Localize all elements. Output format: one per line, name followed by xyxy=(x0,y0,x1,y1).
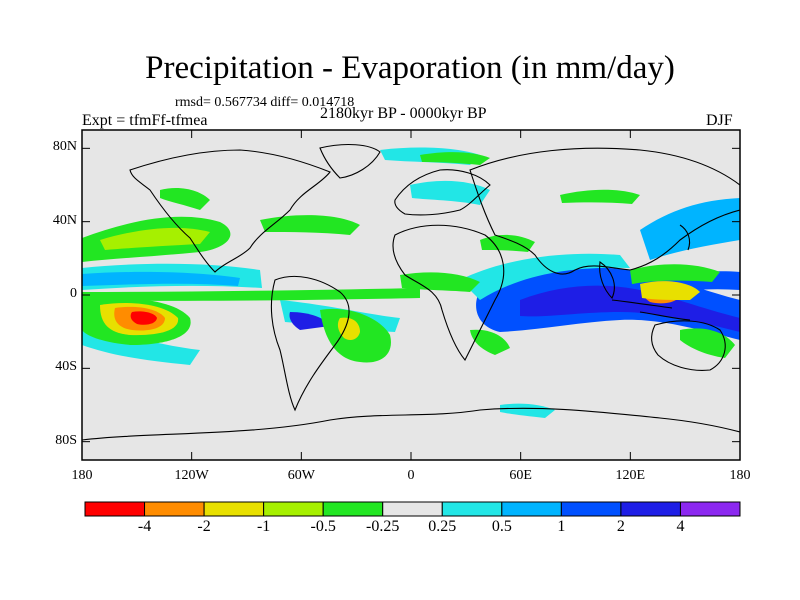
x-tick-label: 120W xyxy=(174,468,209,483)
field-cyan-indian xyxy=(460,253,630,300)
colorbar-label: 2 xyxy=(616,518,625,535)
x-tick-label: 180 xyxy=(729,468,751,483)
field-green-north-asia xyxy=(560,189,640,204)
coast-africa xyxy=(392,224,505,361)
coast-antarctica xyxy=(82,407,740,441)
field-yellow-atlantic xyxy=(337,317,360,340)
bands-dry xyxy=(82,152,735,363)
experiment-label: Expt = tfmFf-tfmea xyxy=(82,112,208,129)
coast-indonesia xyxy=(611,299,691,321)
colorbar-swatch xyxy=(84,501,146,517)
coast-north-america xyxy=(129,149,331,273)
axis-ticks xyxy=(81,130,741,460)
colorbar-label: -0.25 xyxy=(366,518,400,535)
field-green-australia xyxy=(680,328,735,358)
coast-greenland xyxy=(319,143,381,179)
colorbar-swatch xyxy=(322,501,384,517)
field-red-south-pacific xyxy=(130,311,157,325)
field-green-south-africa xyxy=(470,329,510,355)
colorbar-swatch xyxy=(679,501,741,517)
y-tick-label: 80N xyxy=(52,139,77,155)
field-lime-arctic xyxy=(420,152,490,165)
colorbar-swatch xyxy=(620,501,681,517)
colorbar-swatch xyxy=(382,501,443,517)
coast-south-america xyxy=(270,275,350,412)
field-blue-south-america xyxy=(289,312,330,330)
y-tick-label: 0 xyxy=(70,286,77,301)
colorbar xyxy=(84,501,741,517)
coast-europe xyxy=(394,169,491,216)
x-tick-label: 120E xyxy=(615,468,646,483)
coast-indochina xyxy=(599,261,615,299)
field-green-africa xyxy=(400,272,480,292)
season-label: DJF xyxy=(706,112,733,129)
x-tick-label: 60E xyxy=(509,468,532,483)
colorbar-label: -4 xyxy=(137,518,152,535)
colorbar-swatch xyxy=(144,501,205,517)
field-green-equatorial-atlantic xyxy=(82,288,420,301)
stats-label: rmsd= 0.567734 diff= 0.014718 xyxy=(175,95,355,110)
field-lime-north-pacific xyxy=(100,227,210,250)
field-green-arabia xyxy=(480,234,535,252)
colorbar-swatch xyxy=(560,501,622,517)
field-cyan-europe xyxy=(410,180,490,205)
field-blue-pacific-north xyxy=(82,271,240,286)
field-yellow-west-pacific xyxy=(640,281,700,300)
x-tick-label: 180 xyxy=(71,468,93,483)
chart-title: Precipitation - Evaporation (in mm/day) xyxy=(145,50,675,86)
colorbar-label: 4 xyxy=(676,518,685,535)
period-label: 2180kyr BP - 0000kyr BP xyxy=(320,105,487,122)
field-green-gulf xyxy=(160,188,210,210)
coast-australia xyxy=(651,320,726,371)
colorbar-label: 1 xyxy=(557,518,566,535)
colorbar-swatch xyxy=(203,501,265,517)
field-cyan-southern-ocean xyxy=(500,403,555,418)
coast-japan xyxy=(679,224,691,251)
y-tick-label: 40S xyxy=(55,359,77,375)
colorbar-swatch xyxy=(263,501,324,517)
x-tick-label: 0 xyxy=(407,468,415,483)
coastlines xyxy=(82,143,740,441)
colorbar-label: -1 xyxy=(256,518,271,535)
y-tick-label: 80S xyxy=(55,432,77,448)
colorbar-label: -0.5 xyxy=(310,518,336,535)
colorbar-swatch xyxy=(501,501,562,517)
field-darkblue-indian xyxy=(520,285,740,332)
field-green-north-atlantic xyxy=(260,215,360,235)
colorbar-label: 0.25 xyxy=(428,518,457,535)
x-tick-label: 60W xyxy=(287,468,315,483)
colorbar-label: 0.5 xyxy=(491,518,512,535)
y-tick-label: 40N xyxy=(52,212,77,228)
field-cyan-nw-pacific xyxy=(640,198,740,260)
colorbar-label: -2 xyxy=(197,518,211,535)
field-green-west-pacific xyxy=(630,264,720,284)
coast-asia xyxy=(469,147,740,275)
colorbar-swatch xyxy=(441,501,503,517)
